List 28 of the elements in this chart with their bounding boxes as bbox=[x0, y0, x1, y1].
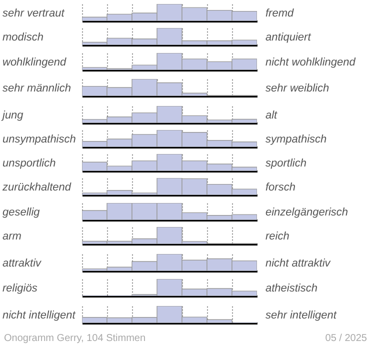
y-axis-title: modisch bbox=[2, 32, 44, 44]
y-axis-title: wohlklingend bbox=[2, 56, 67, 68]
y2-axis-title: reich bbox=[266, 230, 290, 242]
y-axis-title: sehr vertraut bbox=[2, 8, 66, 20]
y-axis-title: sehr männlich bbox=[2, 82, 71, 94]
y-axis-title: arm bbox=[2, 230, 22, 242]
y-axis-title: unsportlich bbox=[2, 158, 56, 170]
y2-axis-title: fremd bbox=[266, 8, 294, 20]
y2-axis-title: einzelgängerisch bbox=[266, 206, 348, 218]
y2-axis-title: alt bbox=[266, 110, 278, 122]
y2-axis-title: antiquiert bbox=[266, 32, 312, 44]
y-axis-title: nicht intelligent bbox=[2, 310, 76, 322]
y2-axis-title: atheistisch bbox=[266, 282, 318, 294]
y2-axis-title: forsch bbox=[266, 182, 296, 194]
y-axis-title: gesellig bbox=[2, 206, 41, 218]
y-axis-title: attraktiv bbox=[2, 258, 43, 270]
y-axis-title: religiös bbox=[2, 282, 38, 294]
y2-axis-title: sympathisch bbox=[266, 134, 327, 146]
y2-axis-title: nicht wohlklingend bbox=[266, 56, 356, 68]
text: 05 / 2025 bbox=[325, 333, 368, 344]
y2-axis-title: nicht attraktiv bbox=[266, 258, 332, 270]
y2-axis-title: sehr weiblich bbox=[266, 82, 330, 94]
text: Onogramm Gerry, 104 Stimmen bbox=[4, 333, 146, 344]
y2-axis-title: sportlich bbox=[266, 158, 306, 170]
y2-axis-title: sehr intelligent bbox=[266, 310, 338, 322]
y-axis-title: unsympathisch bbox=[2, 134, 76, 146]
y-axis-title: jung bbox=[0, 110, 24, 122]
y-axis-title: zurückhaltend bbox=[2, 182, 72, 194]
